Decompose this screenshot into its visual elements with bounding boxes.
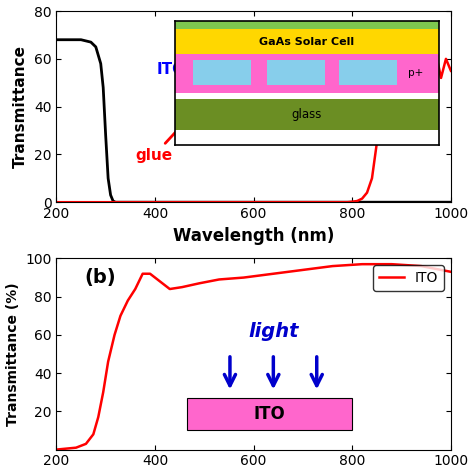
Text: glue: glue	[135, 122, 184, 163]
Text: (b): (b)	[84, 268, 116, 287]
Bar	[187, 398, 352, 430]
Y-axis label: Transmittance (%): Transmittance (%)	[6, 282, 19, 426]
Text: light: light	[248, 321, 299, 341]
Text: ITO: ITO	[254, 405, 285, 423]
Legend: ITO: ITO	[374, 265, 444, 291]
Text: ITO: ITO	[157, 62, 186, 84]
X-axis label: Wavelength (nm): Wavelength (nm)	[173, 227, 334, 245]
Y-axis label: Transmittance: Transmittance	[13, 45, 28, 168]
